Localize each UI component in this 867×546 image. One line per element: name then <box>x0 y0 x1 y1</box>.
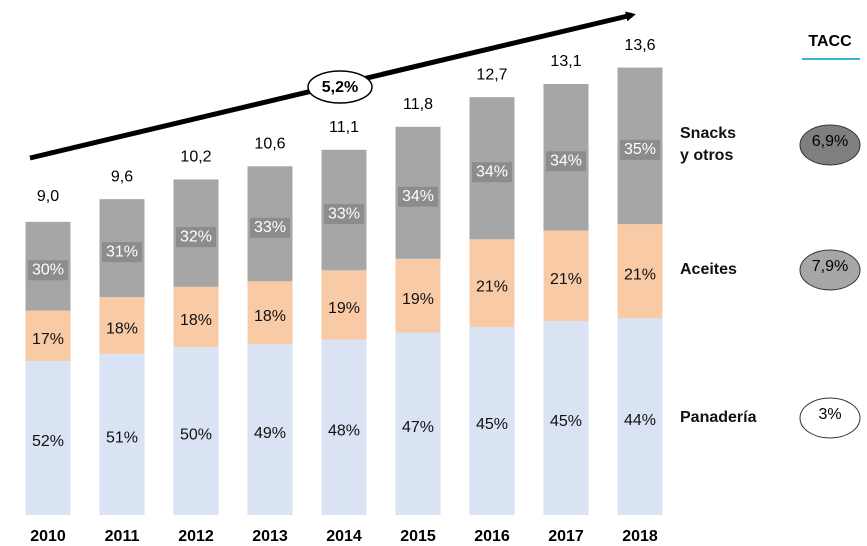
cagr-title: TACC <box>808 33 852 50</box>
bar-segment <box>173 347 219 515</box>
bar-segment <box>173 286 219 348</box>
segment-label: 50% <box>180 426 212 443</box>
cagr-bubble <box>799 249 861 291</box>
x-tick-label: 2014 <box>326 528 362 545</box>
total-label: 11,1 <box>329 119 359 136</box>
segment-label: 18% <box>106 321 138 338</box>
x-tick-label: 2018 <box>622 528 658 545</box>
legend-label: Aceites <box>680 261 737 278</box>
label-bg <box>176 227 216 248</box>
bar-segment <box>469 239 515 327</box>
segment-label: 31% <box>106 243 138 260</box>
cagr-bubble <box>799 397 861 439</box>
x-tick-label: 2016 <box>474 528 510 545</box>
bar-segment <box>321 270 367 340</box>
bar-segment <box>247 344 293 515</box>
label-bg <box>28 260 68 281</box>
total-label: 10,6 <box>254 135 285 152</box>
bar-segment <box>617 224 663 319</box>
annotation-bubble <box>307 70 373 104</box>
bar-segment <box>395 332 441 515</box>
segment-label: 21% <box>624 266 656 283</box>
x-tick-label: 2015 <box>400 528 436 545</box>
cagr-bubble <box>799 124 861 166</box>
label-bg <box>324 204 364 225</box>
segment-label: 45% <box>476 416 508 433</box>
bar-segment <box>617 318 663 515</box>
x-tick-label: 2011 <box>105 528 140 545</box>
bar-segment <box>25 310 71 362</box>
segment-label: 21% <box>550 271 582 288</box>
segment-label: 32% <box>180 228 212 245</box>
x-tick-label: 2012 <box>178 528 214 545</box>
segment-label: 33% <box>254 219 286 236</box>
label-bg <box>472 162 512 183</box>
x-tick-label: 2013 <box>252 528 288 545</box>
bar-segment <box>469 326 515 515</box>
segment-label: 21% <box>476 278 508 295</box>
segment-label: 34% <box>476 163 508 180</box>
cagr-label: 3% <box>818 406 841 423</box>
segment-label: 48% <box>328 423 360 440</box>
segment-label: 33% <box>328 205 360 222</box>
cagr-label: 6,9% <box>812 133 848 150</box>
legend-label: Panadería <box>680 409 757 426</box>
total-label: 9,6 <box>111 168 133 185</box>
segment-label: 35% <box>624 141 656 158</box>
total-label: 9,0 <box>37 188 59 205</box>
total-label: 13,6 <box>624 37 655 54</box>
bar-segment <box>247 281 293 345</box>
cagr-label: 7,9% <box>812 258 848 275</box>
segment-label: 19% <box>402 291 434 308</box>
total-label: 10,2 <box>180 149 211 166</box>
bar-segment <box>395 258 441 333</box>
segment-label: 52% <box>32 433 64 450</box>
legend-label: Snacks y otros <box>680 125 737 164</box>
label-bg <box>102 242 142 263</box>
bar-segment <box>543 321 589 515</box>
bar-segment <box>321 339 367 515</box>
segment-label: 51% <box>106 430 138 447</box>
segment-label: 18% <box>254 308 286 325</box>
bar-segment <box>99 297 145 354</box>
x-tick-label: 2017 <box>548 528 584 545</box>
segment-label: 45% <box>550 413 582 430</box>
annotation: 5,2% <box>322 79 358 96</box>
bar-segment <box>543 230 589 322</box>
label-bg <box>620 139 660 160</box>
total-label: 12,7 <box>476 66 507 83</box>
segment-label: 34% <box>550 152 582 169</box>
segment-label: 19% <box>328 300 360 317</box>
segment-label: 18% <box>180 312 212 329</box>
total-label: 11,8 <box>403 96 433 113</box>
segment-label: 30% <box>32 261 64 278</box>
total-label: 13,1 <box>550 53 581 70</box>
label-bg <box>250 217 290 238</box>
segment-label: 47% <box>402 419 434 436</box>
label-bg <box>398 186 438 207</box>
bar-segment <box>99 353 145 515</box>
segment-label: 49% <box>254 425 286 442</box>
segment-label: 17% <box>32 331 64 348</box>
x-tick-label: 2010 <box>30 528 66 545</box>
segment-label: 34% <box>402 188 434 205</box>
label-bg <box>546 151 586 172</box>
bar-segment <box>25 361 71 515</box>
segment-label: 44% <box>624 412 656 429</box>
